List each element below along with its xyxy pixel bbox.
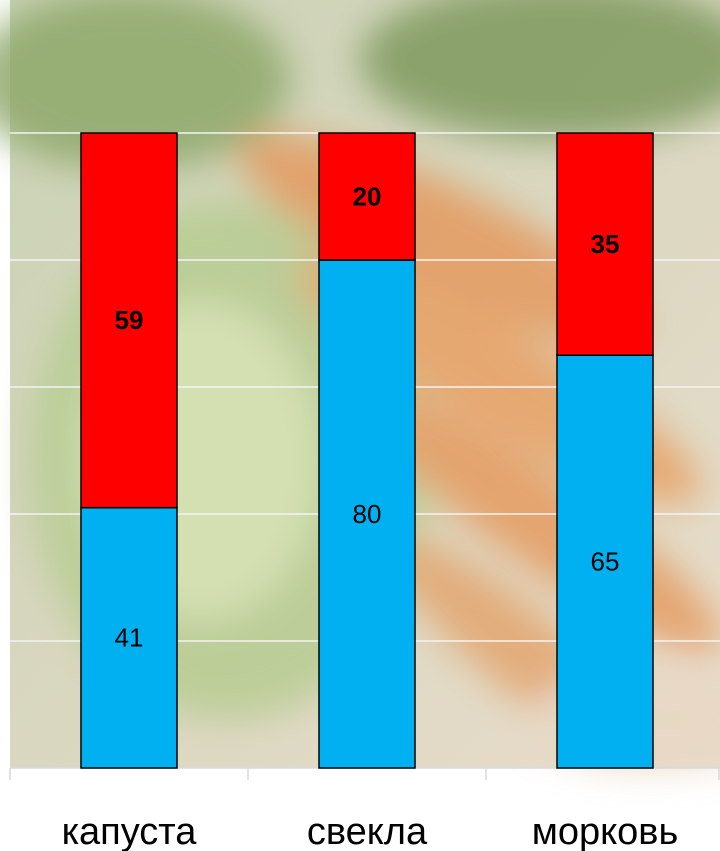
x-tick-label: морковь bbox=[532, 811, 679, 851]
data-label: 35 bbox=[591, 229, 620, 259]
x-tick-label: капуста bbox=[62, 811, 198, 851]
x-tick-label: свекла bbox=[307, 811, 428, 851]
data-label: 80 bbox=[353, 499, 382, 529]
bar-segment bbox=[80, 506, 178, 769]
bar-segment bbox=[318, 259, 416, 769]
bar-segment bbox=[80, 132, 178, 509]
data-label: 65 bbox=[591, 547, 620, 577]
bar-segment bbox=[556, 354, 654, 769]
data-label: 20 bbox=[353, 181, 382, 211]
bar-segment bbox=[318, 132, 416, 261]
data-label: 41 bbox=[115, 623, 144, 653]
data-label: 59 bbox=[115, 305, 144, 335]
bar-segment bbox=[556, 132, 654, 356]
